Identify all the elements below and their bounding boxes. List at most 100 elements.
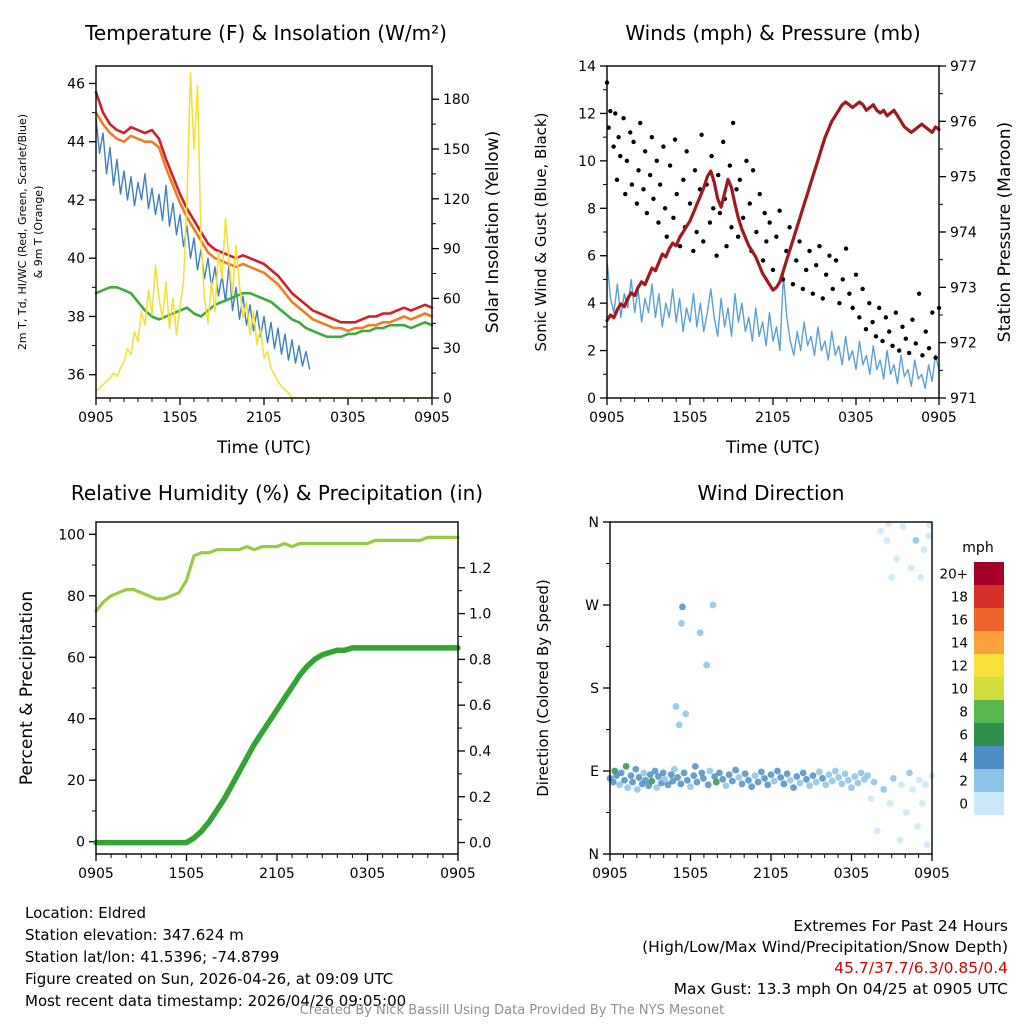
y-axis-label-left-line2: & 9m T (Orange) (32, 186, 45, 279)
svg-text:0: 0 (959, 797, 968, 813)
y-axis-label-left: Sonic Wind & Gust (Blue, Black) (532, 113, 550, 352)
svg-text:0.6: 0.6 (469, 698, 491, 714)
latlon-line: Station lat/lon: 41.5396; -74.8799 (25, 948, 280, 966)
svg-text:20+: 20+ (940, 567, 969, 583)
extremes-values: 45.7/37.7/6.3/0.85/0.4 (834, 959, 1008, 977)
series-station-pressure (605, 100, 941, 323)
svg-text:30: 30 (443, 341, 461, 357)
series-wind-direction (606, 520, 936, 849)
svg-text:E: E (590, 764, 599, 780)
x-axis-label: Time (UTC) (216, 438, 311, 458)
series-9m-temperature (94, 111, 434, 333)
svg-text:N: N (589, 515, 599, 531)
svg-text:12: 12 (951, 659, 968, 675)
svg-text:12: 12 (578, 106, 596, 122)
svg-text:18: 18 (951, 590, 968, 606)
svg-text:36: 36 (67, 368, 85, 384)
plot-area: 0905 1505 2105 0305 0905 0 2 4 6 8 10 12 14 971 972 973… (578, 59, 977, 426)
svg-text:44: 44 (67, 135, 85, 151)
svg-text:972: 972 (950, 336, 977, 352)
svg-text:80: 80 (67, 589, 85, 605)
svg-text:2105: 2105 (755, 410, 791, 426)
extremes-block: Extremes For Past 24 Hours (High/Low/Max… (642, 916, 1008, 1000)
svg-text:0905: 0905 (592, 866, 628, 882)
svg-text:1505: 1505 (672, 410, 708, 426)
svg-text:60: 60 (67, 650, 85, 666)
svg-text:mph: mph (962, 540, 993, 556)
svg-text:2: 2 (959, 774, 968, 790)
x-axis-label: Time (UTC) (725, 438, 820, 458)
svg-text:14: 14 (578, 59, 596, 75)
svg-text:N: N (589, 847, 599, 863)
series-gusts (604, 80, 942, 360)
series-precipitation (93, 645, 461, 846)
svg-text:976: 976 (950, 114, 977, 130)
svg-text:2105: 2105 (259, 866, 295, 882)
chart-temperature-insolation: Temperature (F) & Insolation (W/m²) Time… (16, 21, 503, 458)
svg-text:1505: 1505 (162, 410, 198, 426)
svg-text:0.4: 0.4 (469, 744, 491, 760)
y-axis-label-right: Solar Insolation (Yellow) (483, 131, 503, 333)
svg-text:40: 40 (67, 251, 85, 267)
svg-text:180: 180 (443, 92, 470, 108)
series-relative-humidity (94, 535, 460, 613)
svg-text:6: 6 (587, 249, 596, 265)
svg-text:0.0: 0.0 (469, 836, 491, 852)
y-axis-label-left: Percent & Precipitation (17, 591, 37, 785)
svg-text:0.8: 0.8 (469, 652, 491, 668)
svg-text:0: 0 (587, 391, 596, 407)
svg-text:6: 6 (959, 728, 968, 744)
plot-area: 0905 1505 2105 0305 0905 0 20 40 60 80 100 0.0 0.2 0.… (58, 521, 491, 882)
series-dewpoint (94, 286, 434, 339)
svg-text:150: 150 (443, 142, 470, 158)
svg-text:1505: 1505 (673, 866, 709, 882)
svg-text:120: 120 (443, 192, 470, 208)
svg-text:1.2: 1.2 (469, 561, 491, 577)
svg-text:975: 975 (950, 170, 977, 186)
svg-text:1505: 1505 (169, 866, 205, 882)
svg-text:38: 38 (67, 309, 85, 325)
data-timestamp-line: Most recent data timestamp: 2026/04/26 0… (25, 992, 407, 1010)
extremes-subtitle: (High/Low/Max Wind/Precipitation/Snow De… (642, 938, 1008, 956)
y-axis-label-right: Station Pressure (Maroon) (995, 122, 1015, 342)
plot-area: 0905 1505 2105 0305 0905 36 38 40 42 44 46 0 30 60 90 1… (67, 65, 470, 426)
svg-text:971: 971 (950, 391, 977, 407)
series-sonic-wind (606, 259, 940, 390)
svg-text:977: 977 (950, 59, 977, 75)
svg-text:2105: 2105 (753, 866, 789, 882)
svg-text:60: 60 (443, 291, 461, 307)
svg-text:0905: 0905 (589, 410, 625, 426)
chart-title-temperature: Temperature (F) & Insolation (W/m²) (84, 21, 447, 45)
series-solar-insolation (95, 71, 433, 399)
svg-text:1.0: 1.0 (469, 607, 491, 623)
y-axis-label-left: Direction (Colored By Speed) (534, 579, 552, 797)
svg-text:0305: 0305 (350, 866, 386, 882)
svg-text:8: 8 (587, 201, 596, 217)
svg-text:S: S (590, 681, 599, 697)
location-line: Location: Eldred (25, 904, 147, 922)
svg-text:0305: 0305 (834, 866, 870, 882)
y-axis-label-left-line1: 2m T, Td, HI/WC (Red, Green, Scarlet/Blu… (16, 114, 29, 350)
svg-text:40: 40 (67, 712, 85, 728)
chart-wind-direction: Wind Direction Direction (Colored By Spe… (534, 481, 1004, 882)
chart-title-humidity: Relative Humidity (%) & Precipitation (i… (71, 481, 483, 505)
svg-text:0905: 0905 (914, 866, 950, 882)
svg-text:14: 14 (951, 636, 968, 652)
svg-text:0905: 0905 (921, 410, 957, 426)
svg-text:90: 90 (443, 242, 461, 258)
svg-text:0: 0 (443, 391, 452, 407)
series-2m-temperature (94, 90, 434, 324)
svg-text:0.2: 0.2 (469, 790, 491, 806)
credit-line: Created By Nick Bassill Using Data Provi… (299, 1003, 725, 1018)
svg-text:42: 42 (67, 193, 85, 209)
chart-humidity-precipitation: Relative Humidity (%) & Precipitation (i… (17, 481, 491, 882)
svg-text:0: 0 (76, 835, 85, 851)
chart-title-wind-direction: Wind Direction (698, 481, 845, 505)
svg-text:8: 8 (959, 705, 968, 721)
svg-text:974: 974 (950, 225, 977, 241)
max-gust-line: Max Gust: 13.3 mph On 04/25 at 0905 UTC (673, 980, 1008, 998)
svg-text:0305: 0305 (838, 410, 874, 426)
svg-text:0905: 0905 (414, 410, 450, 426)
svg-text:10: 10 (951, 682, 968, 698)
